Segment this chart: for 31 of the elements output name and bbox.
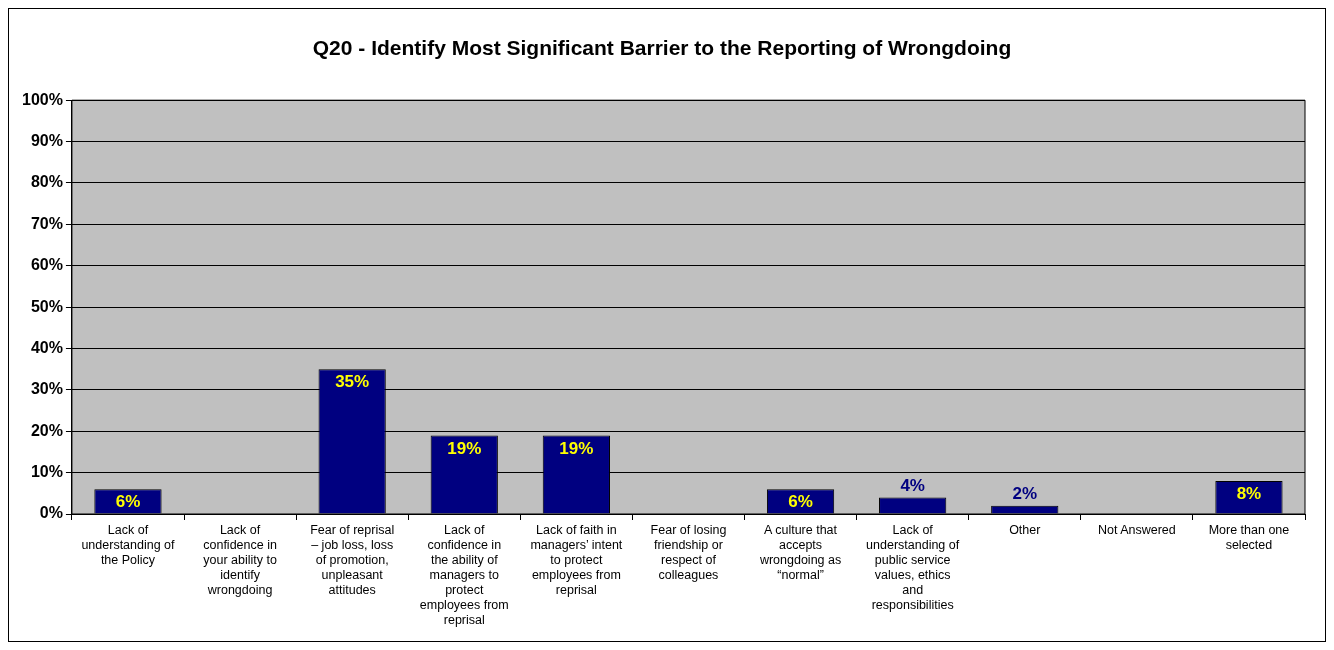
- y-tick-label: 70%: [30, 214, 63, 232]
- y-tick-label: 40%: [30, 338, 63, 356]
- x-tick-label: Lack of faith in managers’ intent to protect employees from reprisal: [530, 522, 623, 597]
- data-label: 6%: [115, 492, 141, 512]
- data-label: 19%: [447, 438, 482, 458]
- x-tick-label: A culture that accepts wrongdoing as “normal”: [758, 522, 842, 582]
- y-tick-label: 80%: [30, 173, 63, 191]
- x-tick-label: Lack of understanding of public service values, ethics and responsibilities: [866, 522, 960, 612]
- y-tick-label: 50%: [30, 297, 63, 315]
- y-tick-label: 100%: [22, 90, 63, 108]
- y-tick-label: 20%: [30, 421, 63, 439]
- y-tick-label: 60%: [30, 256, 63, 274]
- x-tick-label: Other: [1009, 522, 1041, 537]
- data-label: 19%: [559, 438, 594, 458]
- y-tick-label: 0%: [39, 504, 63, 522]
- x-tick-label: Not Answered: [1097, 522, 1176, 537]
- y-tick-label: 30%: [30, 380, 63, 398]
- x-tick-label: Fear of reprisal – job loss, loss of promotion, unpleasant attitudes: [310, 522, 395, 597]
- data-label: 35%: [335, 372, 370, 392]
- data-label: 6%: [788, 492, 813, 512]
- data-label: 8%: [1236, 484, 1262, 504]
- x-tick-label: Lack of confidence in your ability to identify wrongdoing: [203, 522, 277, 597]
- y-tick-label: 10%: [30, 463, 63, 481]
- x-tick-label: Lack of confidence in the ability of managers to protect employees from reprisal: [419, 522, 509, 627]
- data-label: 2%: [1012, 483, 1038, 503]
- data-label: 4%: [900, 475, 925, 495]
- x-tick-label: Fear of losing friendship or respect of colleagues: [650, 522, 727, 582]
- x-tick-label: More than one selected: [1208, 522, 1290, 552]
- x-tick-label: Lack of understanding of the Policy: [81, 522, 176, 567]
- chart-title: Q20 - Identify Most Significant Barrier to the Reporting of Wrongdoing: [312, 36, 1012, 60]
- y-tick-label: 90%: [30, 131, 63, 149]
